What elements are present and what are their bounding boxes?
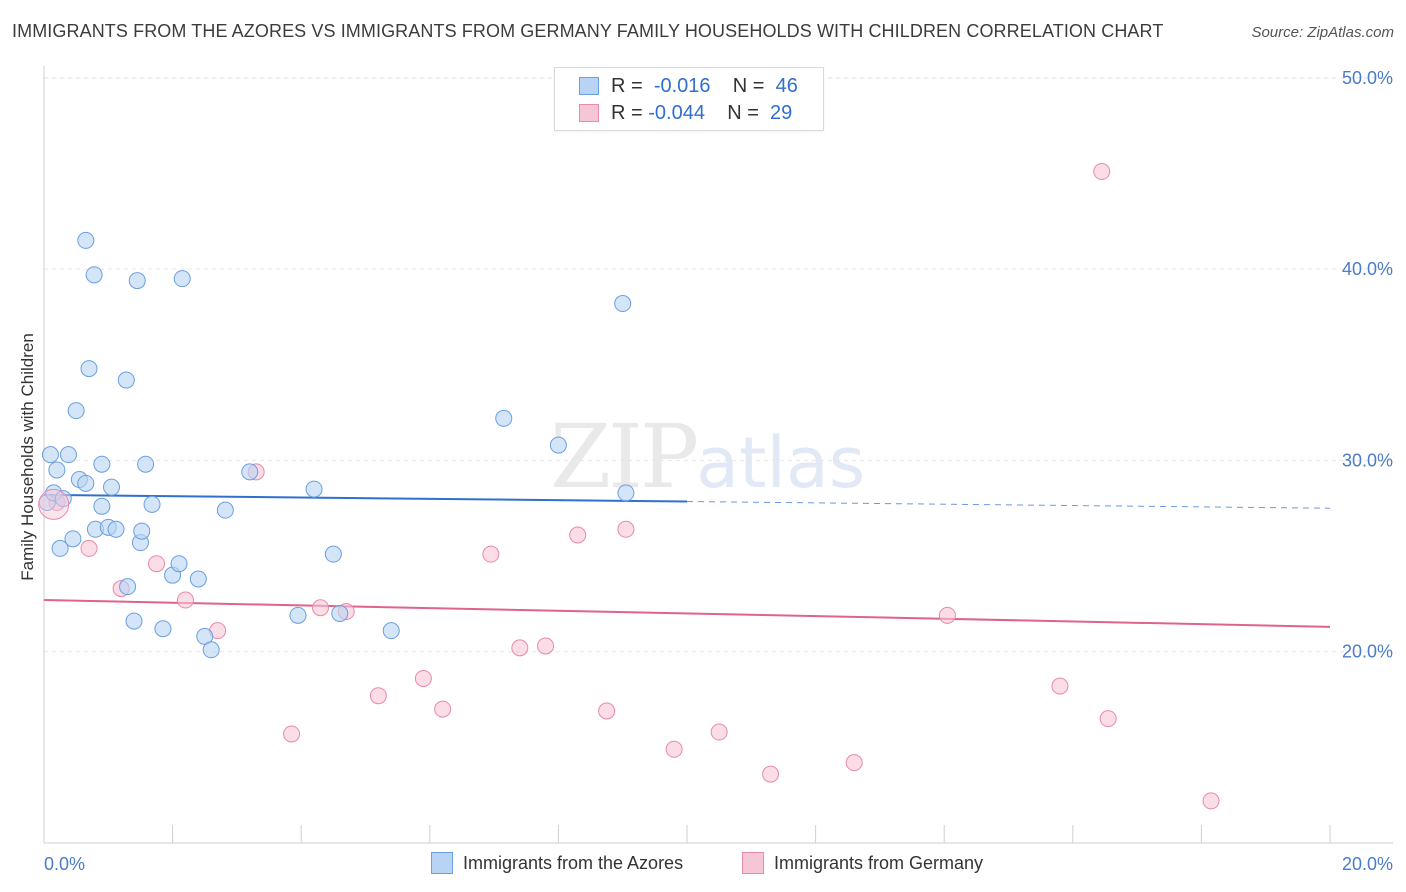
germany-point xyxy=(482,545,500,563)
germany-point xyxy=(537,637,555,655)
legend-azores-swatch xyxy=(431,852,453,874)
y-tick-label: 30.0% xyxy=(1342,450,1393,470)
azores-point xyxy=(51,539,69,557)
azores-point xyxy=(189,570,207,588)
germany-n-value: 29 xyxy=(770,101,793,124)
germany-swatch xyxy=(579,104,599,122)
legend-item-germany[interactable]: Immigrants from Germany xyxy=(742,852,983,874)
trend-line-azores-extension xyxy=(686,501,1331,509)
tick-labels: 20.0% 30.0% 40.0% 50.0% 0.0% 20.0% xyxy=(44,68,1393,874)
azores-point xyxy=(67,402,85,420)
azores-point xyxy=(216,501,234,519)
germany-point xyxy=(1099,710,1117,728)
azores-point xyxy=(143,495,161,513)
germany-r-label: R = xyxy=(611,101,643,124)
azores-point xyxy=(107,520,125,538)
trend-line-germany xyxy=(43,599,1331,628)
azores-point xyxy=(128,272,146,290)
y-tick-label: 40.0% xyxy=(1342,259,1393,279)
azores-point xyxy=(154,620,172,638)
azores-point xyxy=(324,545,342,563)
germany-point xyxy=(1202,792,1220,810)
germany-point xyxy=(617,520,635,538)
legend-item-azores[interactable]: Immigrants from the Azores xyxy=(431,852,683,874)
azores-point xyxy=(117,371,135,389)
azores-point xyxy=(133,522,151,540)
azores-point xyxy=(137,455,155,473)
germany-point xyxy=(414,669,432,687)
x-tick-label: 0.0% xyxy=(44,854,85,874)
watermark-atlas: atlas xyxy=(696,422,866,504)
azores-point xyxy=(614,295,632,313)
germany-point xyxy=(148,555,166,573)
azores-point xyxy=(495,409,513,427)
germany-point xyxy=(369,687,387,705)
azores-point xyxy=(331,604,349,622)
stats-row-azores: R = -0.016 N = 46 xyxy=(555,73,798,99)
gridlines xyxy=(44,77,1393,653)
legend-azores-label: Immigrants from the Azores xyxy=(463,852,684,873)
azores-point xyxy=(617,484,635,502)
trend-line-azores xyxy=(43,493,688,503)
germany-point xyxy=(710,723,728,741)
x-tick-label: 20.0% xyxy=(1342,854,1393,874)
legend-germany-swatch xyxy=(742,852,764,874)
germany-point xyxy=(762,765,780,783)
azores-point xyxy=(59,446,77,464)
source-label: Source: ZipAtlas.com xyxy=(1251,24,1394,41)
germany-point xyxy=(665,740,683,758)
germany-r-value: -0.044 xyxy=(648,101,705,124)
germany-n-label: N = xyxy=(727,101,759,124)
azores-point xyxy=(77,231,95,249)
germany-point xyxy=(845,754,863,772)
azores-point xyxy=(48,461,66,479)
azores-point xyxy=(382,622,400,640)
azores-point xyxy=(85,266,103,284)
data-points xyxy=(38,69,1220,810)
germany-point xyxy=(1051,677,1069,695)
azores-point xyxy=(77,474,95,492)
germany-point xyxy=(1093,163,1111,181)
germany-point xyxy=(38,488,70,520)
germany-point xyxy=(434,700,452,718)
azores-n-value: 46 xyxy=(775,74,798,97)
azores-point xyxy=(93,497,111,515)
azores-r-label: R = xyxy=(611,74,643,97)
y-tick-label: 50.0% xyxy=(1342,68,1393,88)
azores-point xyxy=(119,578,137,596)
azores-point xyxy=(125,612,143,630)
germany-point xyxy=(311,599,329,617)
stats-row-germany: R = -0.044 N = 29 xyxy=(555,100,792,126)
azores-point xyxy=(241,463,259,481)
germany-point xyxy=(569,526,587,544)
azores-point xyxy=(173,270,191,288)
germany-point xyxy=(598,702,616,720)
trend-lines xyxy=(43,493,1331,628)
azores-point xyxy=(289,606,307,624)
azores-point xyxy=(41,446,59,464)
azores-point xyxy=(549,436,567,454)
germany-point xyxy=(176,591,194,609)
azores-point xyxy=(80,360,98,378)
azores-point xyxy=(103,478,121,496)
azores-swatch xyxy=(579,77,599,95)
azores-point xyxy=(202,641,220,659)
germany-point xyxy=(80,539,98,557)
germany-point xyxy=(938,606,956,624)
legend-germany-label: Immigrants from Germany xyxy=(774,852,984,873)
chart-title: IMMIGRANTS FROM THE AZORES VS IMMIGRANTS… xyxy=(12,21,1164,41)
azores-point xyxy=(170,555,188,573)
azores-point xyxy=(54,490,72,508)
azores-point xyxy=(64,530,82,548)
germany-point xyxy=(511,639,529,657)
azores-point xyxy=(93,455,111,473)
azores-point xyxy=(305,480,323,498)
germany-point xyxy=(283,725,301,743)
azores-n-label: N = xyxy=(732,74,765,97)
azores-r-value: -0.016 xyxy=(653,74,711,97)
stats-box: R = -0.016 N = 46 R = -0.044 N = 29 xyxy=(554,67,824,131)
y-tick-label: 20.0% xyxy=(1342,642,1393,662)
